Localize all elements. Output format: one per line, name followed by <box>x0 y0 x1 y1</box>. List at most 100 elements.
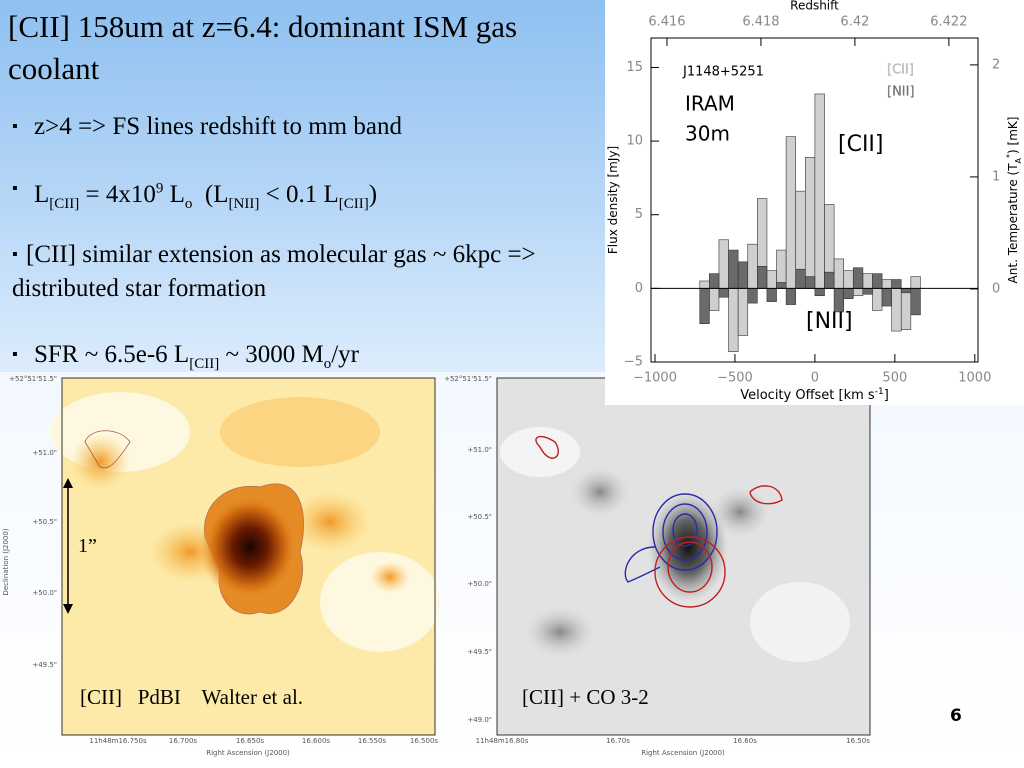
bar <box>843 270 854 289</box>
bar <box>728 288 739 352</box>
caption: [CII] PdBI Walter et al. <box>80 685 304 709</box>
y-tick-label: +49.5" <box>467 648 492 656</box>
bullet: SFR ~ 6.5e-6 L[CII] ~ 3000 Mo/yr <box>12 338 602 381</box>
bar <box>737 261 749 289</box>
bar <box>824 271 835 289</box>
instrument-label: 30m <box>685 122 730 146</box>
text: = 4x10 <box>79 181 156 209</box>
text: L <box>163 181 185 209</box>
blob <box>290 492 370 552</box>
blob <box>370 561 410 593</box>
bar <box>757 265 768 289</box>
blob <box>70 434 130 490</box>
bar <box>785 136 797 289</box>
x-tick-label: 16.700s <box>169 737 197 745</box>
page-number: 6 <box>950 706 962 726</box>
bar <box>728 249 739 289</box>
contour-blue <box>624 546 661 583</box>
y-tick-label: +51.0" <box>32 449 57 457</box>
y-tick-label: 10 <box>626 134 643 149</box>
y-tick-label: +50.5" <box>467 513 492 521</box>
x-tick-label: 16.600s <box>302 737 330 745</box>
contour-red <box>749 485 783 505</box>
contour-red <box>667 541 713 593</box>
bar <box>785 288 797 305</box>
y2-tick-label: 0 <box>992 281 1000 296</box>
bar <box>900 288 912 330</box>
bar <box>709 288 720 311</box>
y-tick-label: 15 <box>626 60 643 75</box>
spectrum-chart: −1000 −500 0 500 1000 −5 0 5 10 15 0 1 2 6.416 6.418 6.… <box>606 0 1023 403</box>
blob <box>570 467 630 517</box>
bar <box>862 273 873 289</box>
bar <box>843 288 854 299</box>
bar <box>776 282 787 289</box>
x-tick-label: 16.70s <box>606 737 630 745</box>
bar <box>805 156 816 289</box>
bar <box>747 288 758 304</box>
text: Ant. Temperature (T <box>1006 163 1020 284</box>
emission <box>648 492 728 602</box>
x2-axis-label: Redshift <box>790 0 839 13</box>
text: [CII] <box>189 356 220 372</box>
bar <box>805 276 816 289</box>
y2-axis-label: Ant. Temperature (TA*) [mK] <box>1005 117 1023 284</box>
x2-tick-label: 6.422 <box>930 15 967 30</box>
slide-title: [CII] 158um at z=6.4: dominant ISM gas c… <box>8 9 518 86</box>
bar <box>833 258 844 289</box>
cii-map: 1” +52°51'51.5" +51.0" +50.5" +50.0" +49… <box>2 375 440 757</box>
bullet-text: z>4 => FS lines redshift to mm band <box>34 113 402 140</box>
text: ] <box>884 388 889 403</box>
text: A <box>1014 157 1023 163</box>
bar <box>852 288 864 297</box>
text: Velocity Offset [km s <box>740 388 875 403</box>
bar <box>881 288 892 307</box>
bar <box>699 280 710 289</box>
blob <box>750 582 850 662</box>
text: * <box>1005 154 1014 158</box>
text: < 0.1 L <box>259 181 339 209</box>
bar <box>872 273 883 289</box>
chart-panel: −1000 −500 0 500 1000 −5 0 5 10 15 0 1 2 6.416 6.418 6.… <box>605 0 1024 405</box>
bar <box>862 288 873 295</box>
x2-tick-label: 6.42 <box>840 15 869 30</box>
y2-tick-label: 1 <box>992 169 1000 184</box>
x-axis-label: Right Ascension (J2000) <box>641 749 725 757</box>
x2-tick-label: 6.416 <box>648 15 685 30</box>
legend-entry: [NII] <box>887 85 915 100</box>
text: L <box>34 181 50 209</box>
y-tick-label: +51.0" <box>467 446 492 454</box>
y2-tick-label: 2 <box>992 57 1000 72</box>
x-tick-label: 11h48m16.750s <box>89 737 147 745</box>
blob <box>500 427 580 477</box>
x-tick-label: 16.500s <box>410 737 438 745</box>
x2-tick-label: 6.418 <box>742 15 779 30</box>
caption: [CII] + CO 3-2 <box>522 685 649 709</box>
bar <box>747 243 758 289</box>
text: ) [mK] <box>1006 117 1020 154</box>
x-axis-label: Velocity Offset [km s-1] <box>740 387 889 403</box>
x-tick-label: 500 <box>882 371 907 386</box>
text: [NII] <box>228 196 260 213</box>
y-tick-label: +50.0" <box>32 589 57 597</box>
bar <box>910 276 921 289</box>
text: 9 <box>155 181 164 197</box>
source-label: J1148+5251 <box>682 65 764 80</box>
legend-entry: [CII] <box>887 63 914 78</box>
bar <box>766 288 777 302</box>
x-axis-label: Right Ascension (J2000) <box>206 749 290 757</box>
text: -1 <box>875 387 884 397</box>
instrument-label: IRAM <box>685 92 735 116</box>
bullet: z>4 => FS lines redshift to mm band <box>12 110 602 144</box>
y-tick-label: +50.5" <box>32 518 57 526</box>
y-axis-label: Flux density [mJy] <box>606 146 620 254</box>
text: [CII] <box>49 196 80 213</box>
contour-blue <box>672 513 698 547</box>
bullet-text: [CII] similar extension as molecular gas… <box>12 241 536 302</box>
bar <box>766 270 777 289</box>
contour-red <box>535 435 559 459</box>
blob <box>525 607 595 657</box>
text: SFR ~ 6.5e-6 L <box>34 341 190 368</box>
bullet: L[CII] = 4x109 Lo (L[NII] < 0.1 L[CII]) <box>12 172 602 221</box>
